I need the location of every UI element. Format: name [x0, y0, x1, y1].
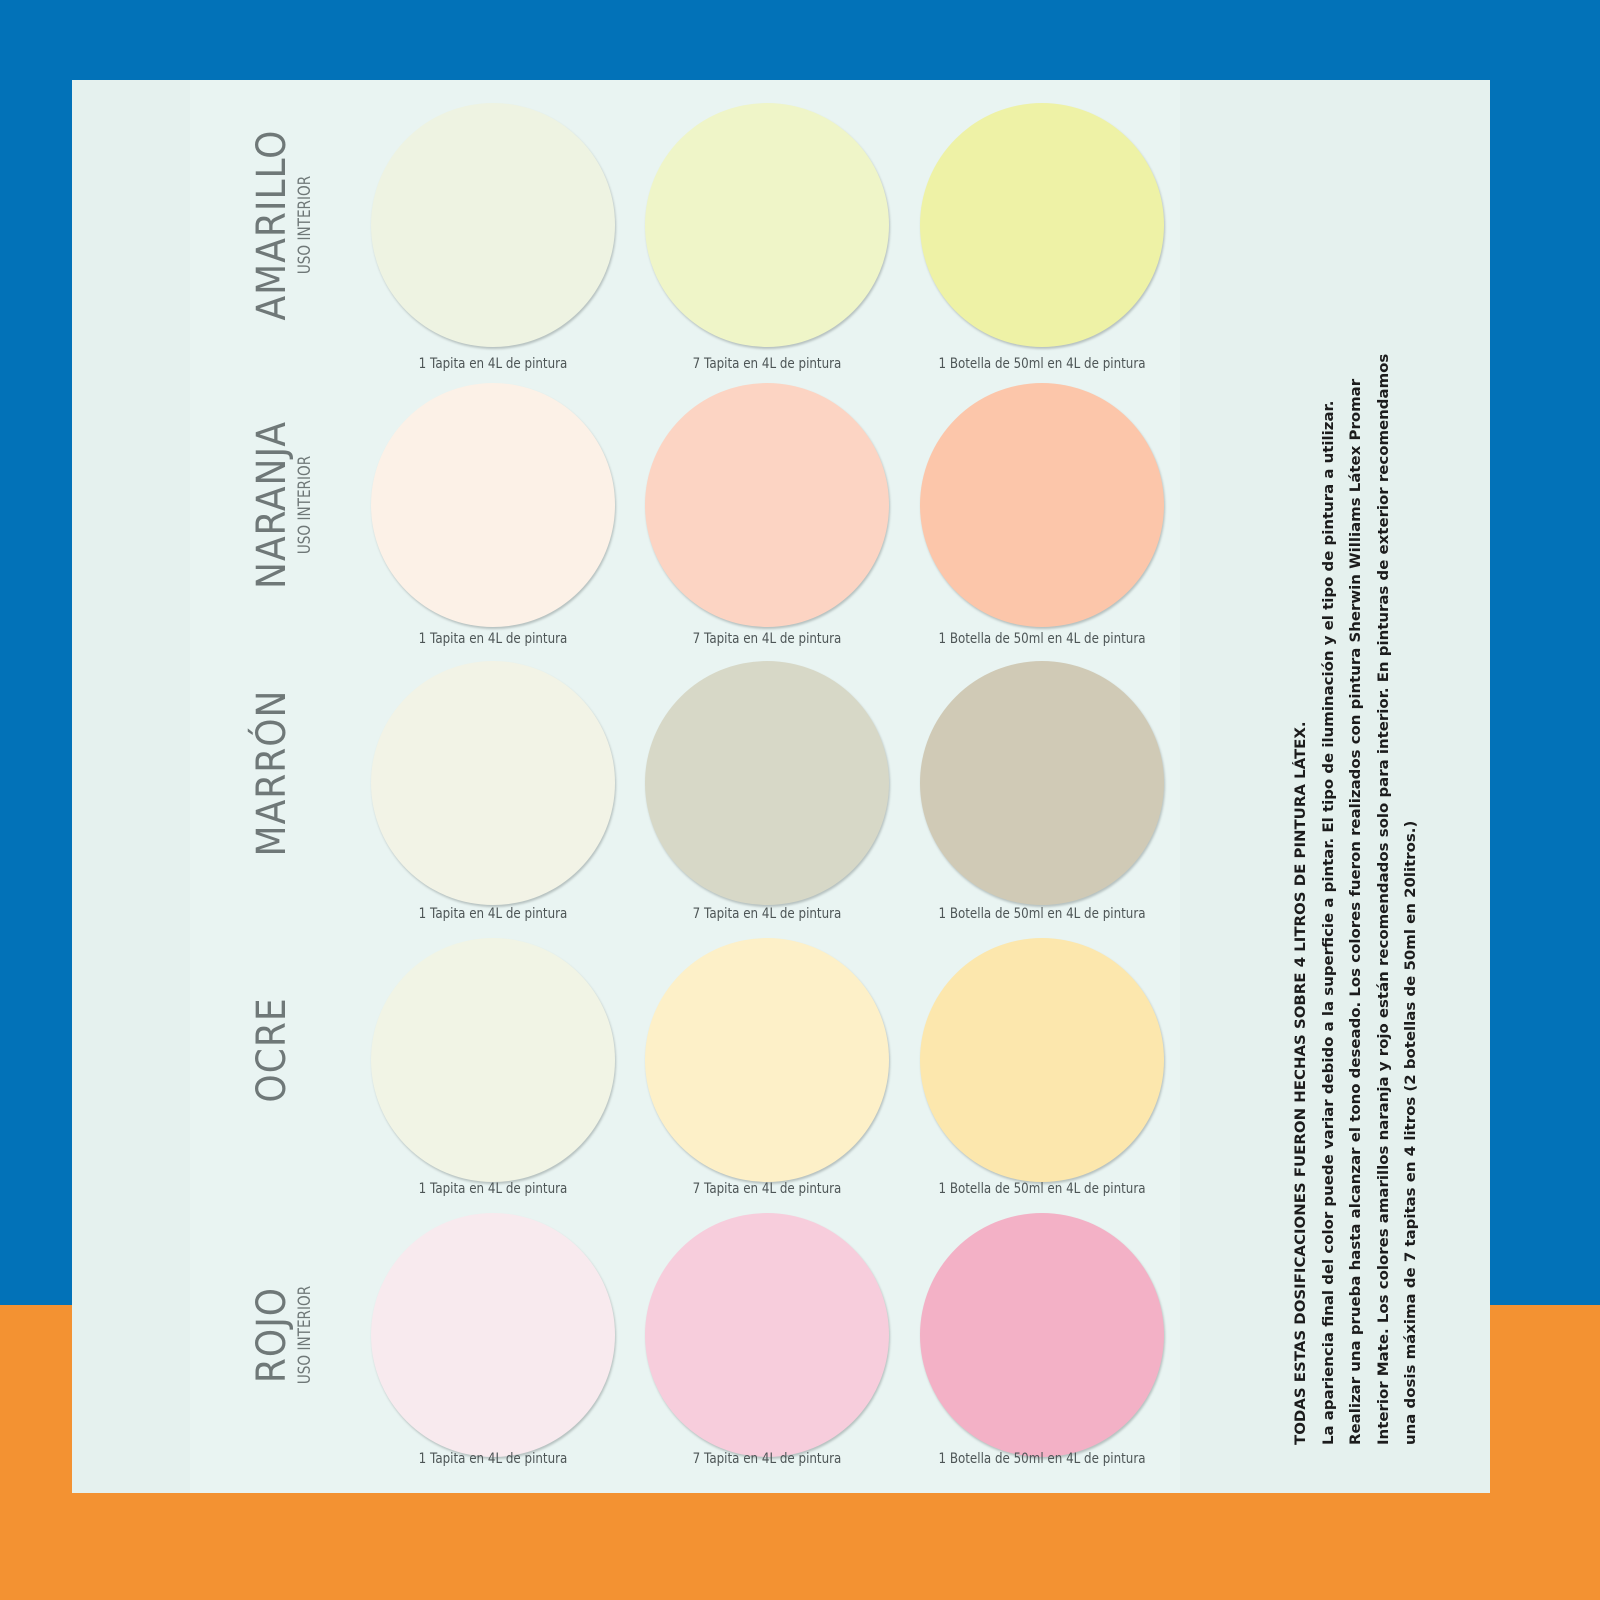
color-swatch: [645, 103, 889, 347]
swatch-caption: 7 Tapita en 4L de pintura: [692, 906, 842, 922]
color-family-name: ROJO: [249, 1286, 295, 1384]
color-swatch: [920, 103, 1164, 347]
swatch-caption: 1 Tapita en 4L de pintura: [418, 1451, 568, 1467]
notes-line: La apariencia final del color puede vari…: [1320, 400, 1337, 1445]
color-swatch: [645, 383, 889, 627]
usage-note: USO INTERIOR: [295, 1285, 315, 1385]
color-family-name: OCRE: [249, 997, 295, 1103]
row-label: OCRE: [249, 900, 330, 1200]
row-label: ROJO USO INTERIOR: [249, 1185, 330, 1485]
notes-line: una dosis máxima de 7 tapitas en 4 litro…: [1403, 820, 1419, 1445]
swatch-caption: 7 Tapita en 4L de pintura: [692, 1451, 842, 1467]
color-family-name: MARRÓN: [249, 689, 295, 857]
notes-line: Realizar una prueba hasta alcanzar el to…: [1348, 378, 1364, 1445]
row-label: MARRÓN: [249, 623, 330, 923]
color-swatch: [920, 661, 1164, 905]
color-swatch: [920, 938, 1164, 1182]
swatch-caption: 1 Tapita en 4L de pintura: [418, 1181, 568, 1197]
color-swatch: [371, 938, 615, 1182]
notes-heading: TODAS ESTAS DOSIFICACIONES FUERON HECHAS…: [1293, 721, 1309, 1445]
swatch-caption: 1 Botella de 50ml en 4L de pintura: [938, 356, 1146, 372]
row-label: AMARILLO USO INTERIOR: [249, 75, 330, 375]
row-label: NARANJA USO INTERIOR: [249, 355, 330, 655]
swatch-caption: 1 Botella de 50ml en 4L de pintura: [938, 906, 1146, 922]
swatch-caption: 7 Tapita en 4L de pintura: [692, 356, 842, 372]
notes-line: Interior Mate. Los colores amarillos nar…: [1375, 353, 1392, 1445]
swatch-caption: 1 Botella de 50ml en 4L de pintura: [938, 1451, 1146, 1467]
swatch-caption: 1 Botella de 50ml en 4L de pintura: [938, 631, 1146, 647]
color-family-name: AMARILLO: [249, 129, 295, 321]
color-family-name: NARANJA: [249, 421, 295, 589]
notes-block: TODAS ESTAS DOSIFICACIONES FUERON HECHAS…: [1288, 354, 1419, 1445]
swatch-caption: 1 Tapita en 4L de pintura: [418, 356, 568, 372]
swatch-caption: 1 Botella de 50ml en 4L de pintura: [938, 1181, 1146, 1197]
usage-note: USO INTERIOR: [295, 175, 315, 275]
swatch-caption: 1 Tapita en 4L de pintura: [418, 631, 568, 647]
swatch-caption: 1 Tapita en 4L de pintura: [418, 906, 568, 922]
swatch-caption: 7 Tapita en 4L de pintura: [692, 1181, 842, 1197]
swatch-caption: 7 Tapita en 4L de pintura: [692, 631, 842, 647]
usage-note: USO INTERIOR: [295, 455, 315, 555]
color-swatch: [371, 661, 615, 905]
color-swatch: [371, 1213, 615, 1457]
color-swatch: [371, 103, 615, 347]
color-swatch: [645, 1213, 889, 1457]
color-swatch: [371, 383, 615, 627]
color-swatch: [920, 383, 1164, 627]
color-swatch: [920, 1213, 1164, 1457]
color-swatch: [645, 938, 889, 1182]
color-swatch: [645, 661, 889, 905]
